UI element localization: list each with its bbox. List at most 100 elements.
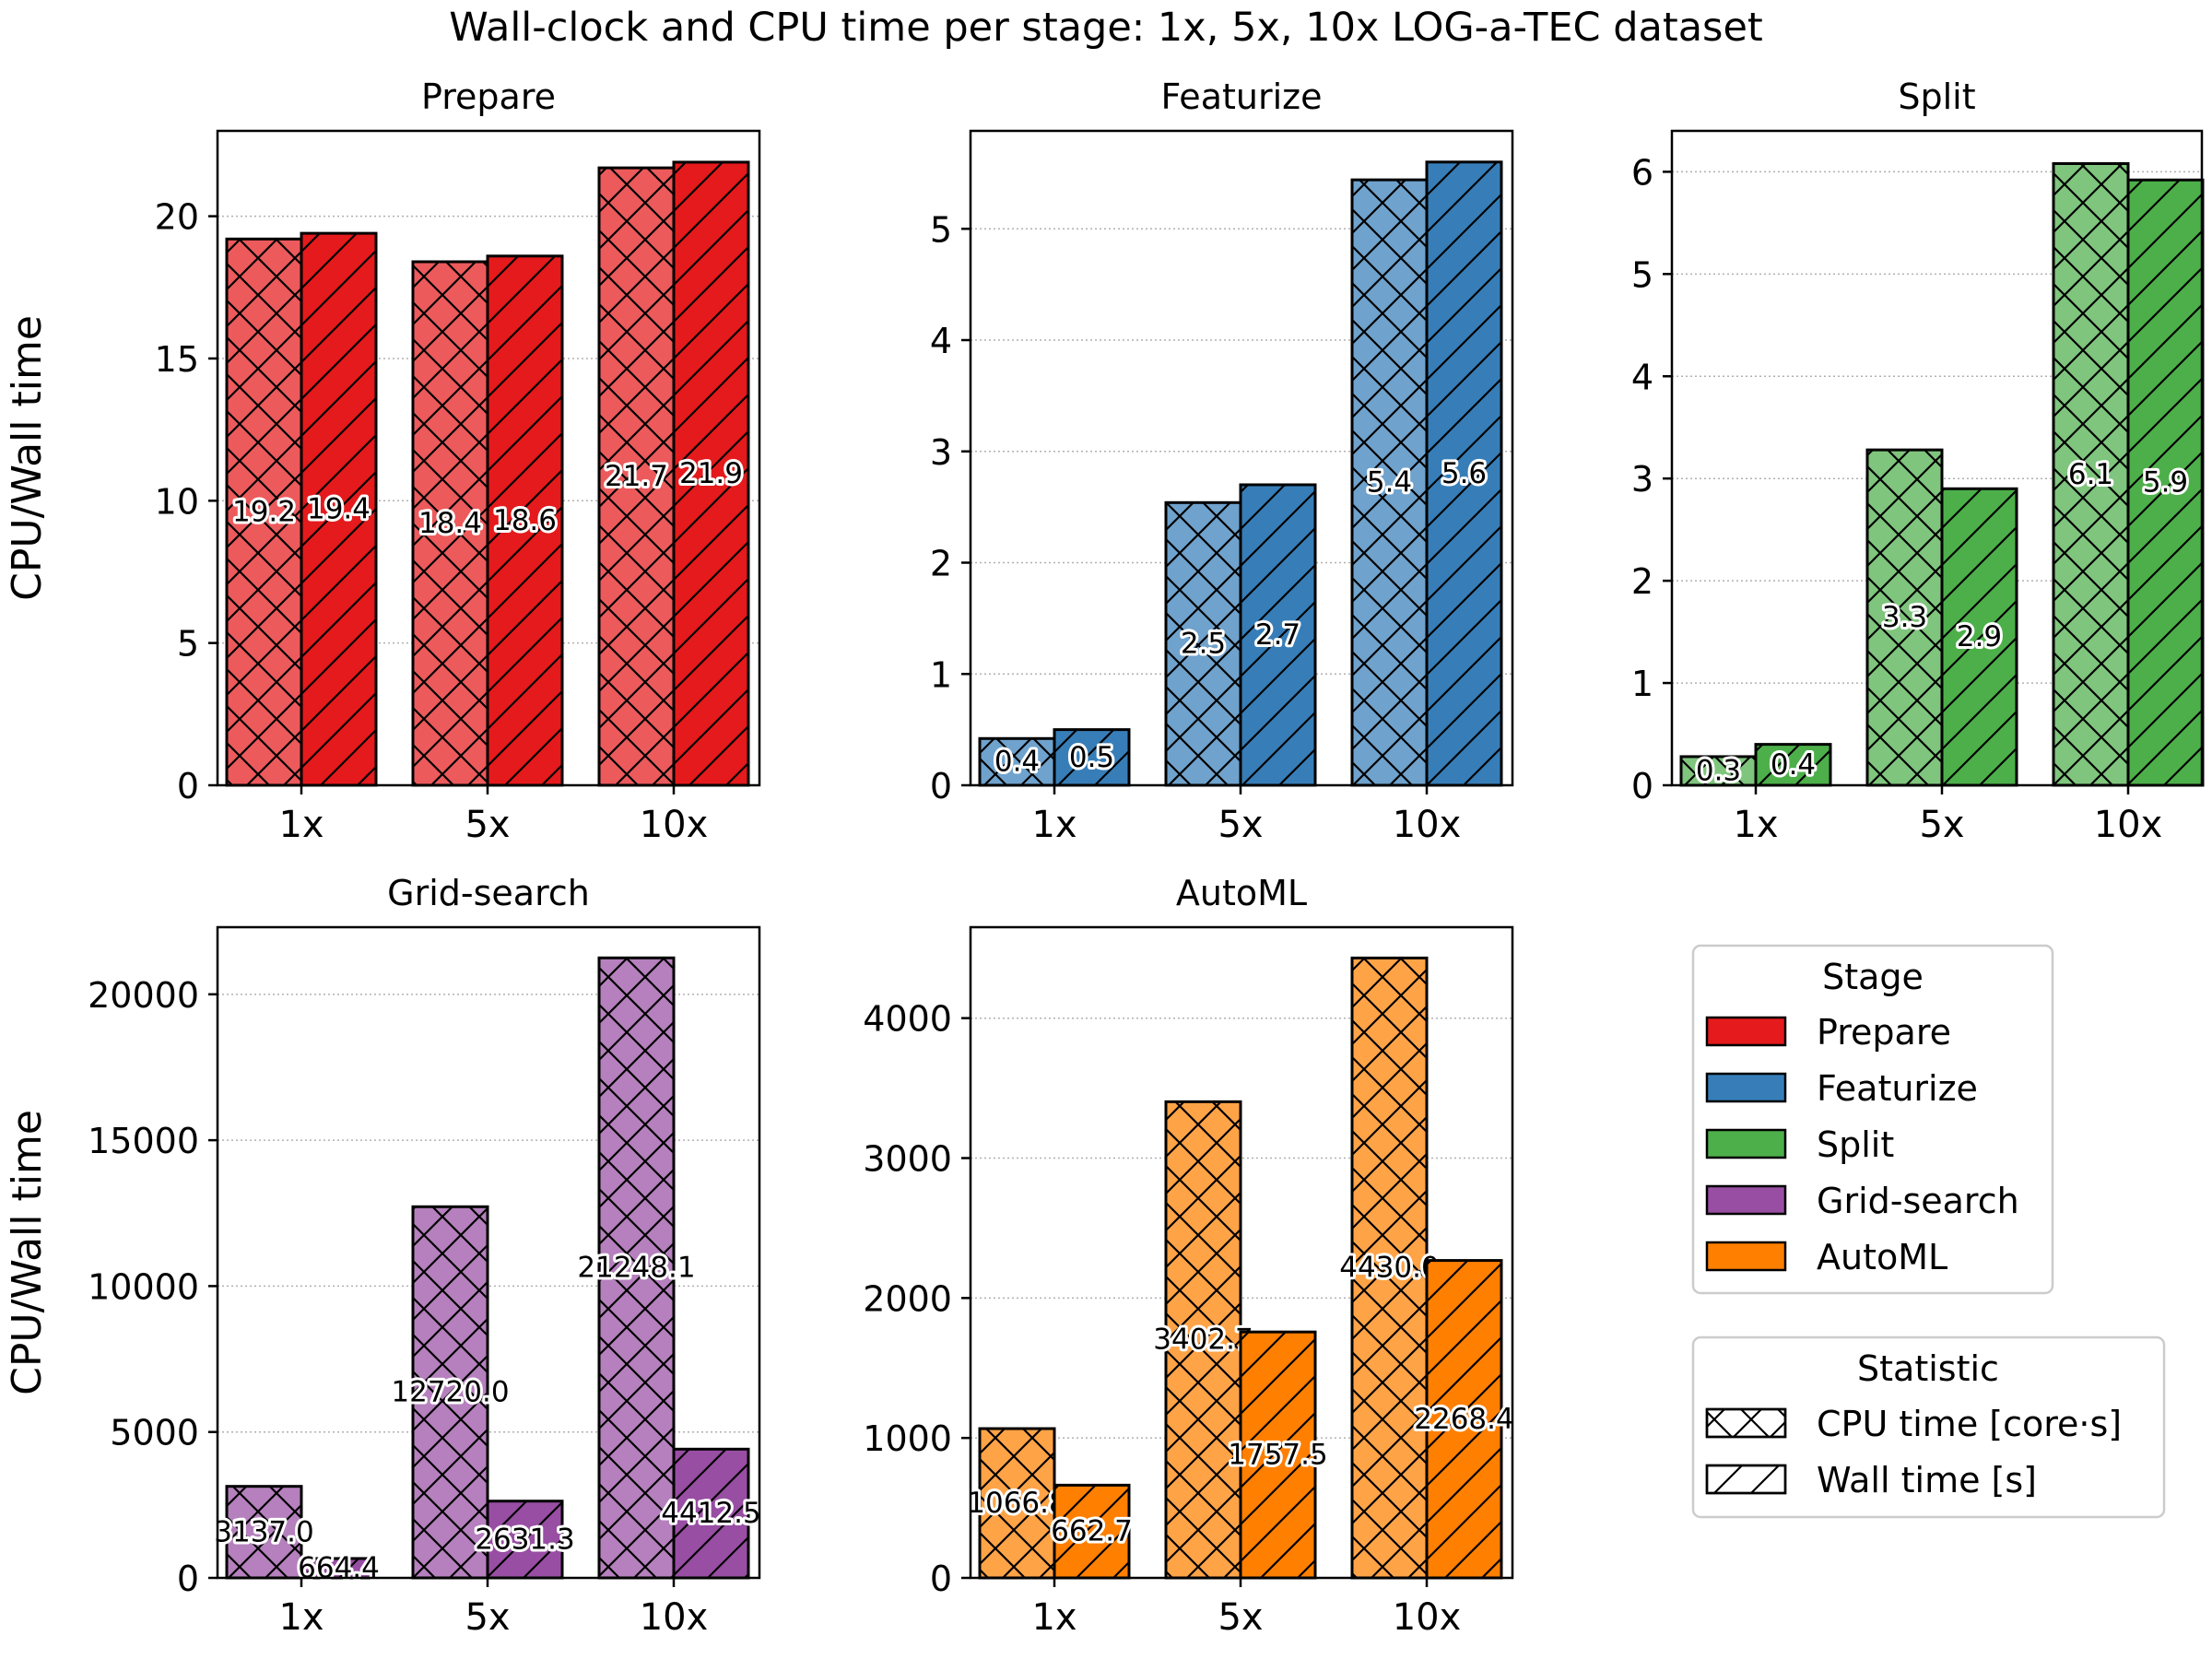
x-tick-label: 1x xyxy=(1031,1596,1077,1639)
bar-hatch-featurize-1x-wall xyxy=(1053,728,1131,787)
bar-hatch-prepare-5x-cpu xyxy=(411,260,489,787)
bar-hatch-grid-search-1x-cpu xyxy=(225,1485,303,1580)
x-tick-label: 10x xyxy=(2094,804,2163,846)
x-tick-label: 1x xyxy=(1031,804,1077,846)
bar-hatch-automl-1x-wall xyxy=(1053,1483,1131,1580)
panel-title-featurize: Featurize xyxy=(1161,76,1323,117)
bar-label-grid-search-5x-wall: 2631.3 xyxy=(475,1523,574,1556)
bar-label-split-1x-cpu: 0.3 xyxy=(1696,754,1741,787)
panel-featurize: 0.4 0.5 1x 2.5 2.7 5x 5.4 5.6 10x 0 1 2 3 4 5 Featurize xyxy=(930,76,1514,846)
y-tick-label: 1 xyxy=(930,654,952,695)
bar-label-automl-1x-wall: 662.7 xyxy=(1051,1515,1133,1548)
bar-label-featurize-5x-cpu: 2.5 xyxy=(1181,628,1226,661)
y-tick-label: 2 xyxy=(930,544,952,584)
legend-item-cpu-time: CPU time [core·s] xyxy=(1705,1404,2122,1444)
bar-hatch-grid-search-10x-wall xyxy=(672,1447,750,1580)
plot-frame xyxy=(216,129,761,787)
legend-label-featurize: Featurize xyxy=(1817,1068,1978,1109)
figure-title: Wall-clock and CPU time per stage: 1x, 5… xyxy=(449,5,1763,51)
bar-label-grid-search-1x-wall: 664.4 xyxy=(298,1551,380,1584)
y-tick-label: 3000 xyxy=(863,1139,952,1180)
y-tick-label: 0 xyxy=(177,766,199,806)
y-tick-label: 5 xyxy=(177,624,199,665)
y-tick-label: 0 xyxy=(177,1559,199,1599)
legend-item-featurize: Featurize xyxy=(1705,1068,1978,1109)
bar-label-split-10x-wall: 5.9 xyxy=(2143,466,2188,500)
legend-swatch-prepare xyxy=(1705,1016,1787,1047)
x-tick-label: 5x xyxy=(1919,804,1964,846)
x-tick-label: 5x xyxy=(465,1596,510,1639)
bar-hatch-split-10x-cpu xyxy=(2052,162,2130,787)
legend-label-cpu-time: CPU time [core·s] xyxy=(1817,1404,2122,1444)
y-tick-label: 4 xyxy=(1631,357,1653,397)
legend-swatch-grid-search xyxy=(1705,1184,1787,1216)
y-tick-label: 2000 xyxy=(863,1278,952,1319)
panel-title-split: Split xyxy=(1898,76,1975,117)
y-tick-label: 10 xyxy=(155,481,199,522)
bar-hatch-split-1x-wall xyxy=(1754,743,1832,787)
legend-label-grid-search: Grid-search xyxy=(1817,1181,2019,1221)
y-axis-label: CPU/Wall time xyxy=(4,315,51,601)
legend-hatch-cpu-time xyxy=(1705,1407,1787,1439)
y-tick-label: 5 xyxy=(1631,254,1653,295)
x-tick-label: 5x xyxy=(465,804,510,846)
bar-label-automl-5x-wall: 1757.5 xyxy=(1228,1439,1327,1472)
legend-swatch-automl xyxy=(1705,1241,1787,1272)
y-axis-label: CPU/Wall time xyxy=(4,1110,51,1395)
y-tick-label: 20 xyxy=(155,197,199,238)
bar-label-prepare-10x-cpu: 21.7 xyxy=(605,460,668,493)
panel-title-prepare: Prepare xyxy=(421,76,556,117)
x-tick-label: 10x xyxy=(640,804,709,846)
bar-label-featurize-10x-cpu: 5.4 xyxy=(1367,466,1412,500)
bar-label-prepare-5x-wall: 18.6 xyxy=(493,504,557,537)
x-tick-label: 1x xyxy=(278,1596,324,1639)
bar-hatch-prepare-5x-wall xyxy=(486,254,564,787)
y-tick-label: 3 xyxy=(1631,459,1653,500)
panel-title-grid-search: Grid-search xyxy=(387,873,590,913)
y-tick-label: 15000 xyxy=(88,1121,199,1161)
legend-swatch-split xyxy=(1705,1128,1787,1159)
bar-label-grid-search-1x-cpu: 3137.0 xyxy=(214,1515,313,1548)
y-tick-label: 0 xyxy=(930,766,952,806)
y-tick-label: 6 xyxy=(1631,152,1653,193)
x-tick-label: 1x xyxy=(1733,804,1778,846)
bar-hatch-prepare-1x-cpu xyxy=(225,237,303,787)
bar-label-automl-10x-cpu: 4430.0 xyxy=(1339,1252,1439,1285)
bar-hatch-featurize-5x-wall xyxy=(1239,483,1317,787)
legend-item-grid-search: Grid-search xyxy=(1705,1181,2019,1221)
y-tick-label: 5000 xyxy=(110,1413,199,1453)
y-tick-label: 2 xyxy=(1631,561,1653,602)
bar-label-split-5x-cpu: 3.3 xyxy=(1882,601,1927,634)
bar-hatch-grid-search-5x-cpu xyxy=(411,1205,489,1580)
panel-title-automl: AutoML xyxy=(1176,873,1307,913)
bar-label-featurize-1x-wall: 0.5 xyxy=(1069,741,1114,774)
x-tick-label: 5x xyxy=(1218,1596,1263,1639)
legend-label-split: Split xyxy=(1817,1124,1894,1165)
bar-label-grid-search-10x-cpu: 21248.1 xyxy=(577,1252,695,1285)
bar-hatch-split-5x-cpu xyxy=(1865,448,1944,787)
bar-label-featurize-5x-wall: 2.7 xyxy=(1255,618,1300,652)
bar-hatch-featurize-1x-cpu xyxy=(978,736,1056,787)
bar-label-automl-5x-cpu: 3402.7 xyxy=(1153,1324,1253,1357)
legend-item-wall-time: Wall time [s] xyxy=(1705,1460,2037,1500)
bar-label-prepare-1x-cpu: 19.2 xyxy=(232,496,296,529)
plot-frame xyxy=(216,925,761,1580)
x-tick-label: 10x xyxy=(1393,804,1462,846)
y-tick-label: 5 xyxy=(930,209,952,250)
bar-hatch-prepare-10x-cpu xyxy=(597,166,676,787)
bar-label-featurize-1x-cpu: 0.4 xyxy=(994,746,1040,779)
legend-label-automl: AutoML xyxy=(1817,1237,1947,1277)
bar-label-automl-1x-cpu: 1066.8 xyxy=(967,1487,1066,1520)
bar-label-prepare-10x-wall: 21.9 xyxy=(679,457,743,490)
legend-swatch-featurize xyxy=(1705,1072,1787,1103)
legend-item-split: Split xyxy=(1705,1124,1894,1165)
y-tick-label: 0 xyxy=(1631,766,1653,806)
bar-label-grid-search-10x-wall: 4412.5 xyxy=(661,1497,760,1530)
plot-frame xyxy=(1670,129,2204,787)
bar-label-prepare-1x-wall: 19.4 xyxy=(307,493,371,526)
bar-hatch-prepare-1x-wall xyxy=(300,231,378,787)
y-tick-label: 0 xyxy=(930,1559,952,1599)
bar-label-automl-10x-wall: 2268.4 xyxy=(1414,1403,1513,1436)
